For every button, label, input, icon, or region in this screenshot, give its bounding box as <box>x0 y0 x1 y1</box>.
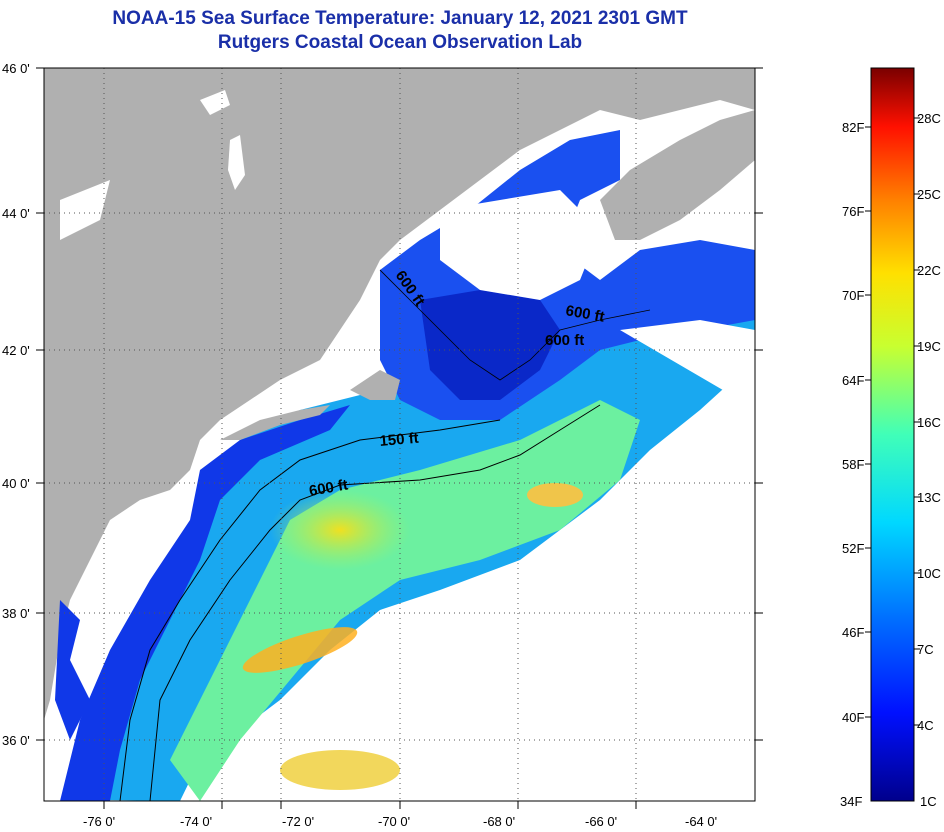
colorbar-label-c: 22C <box>917 263 941 278</box>
graticule <box>44 68 755 801</box>
chesapeake-bay <box>55 600 90 740</box>
cloud-patch-east <box>380 320 755 801</box>
contour-label: 600 ft <box>308 476 350 500</box>
cloud-patch <box>440 190 600 300</box>
land-long-island <box>220 405 330 440</box>
contour-gulf <box>379 269 651 381</box>
colorbar-label-c: 7C <box>917 642 934 657</box>
lon-label: -70 0' <box>378 814 410 829</box>
warm-eddy <box>270 490 410 570</box>
lat-label: 46 0' <box>2 61 30 76</box>
land-mainland <box>44 68 755 720</box>
axis-ticks <box>36 67 763 809</box>
colorbar-label-c: 10C <box>917 566 941 581</box>
lon-label: -68 0' <box>483 814 515 829</box>
warm-patch <box>527 483 583 507</box>
lake-champlain <box>228 135 245 190</box>
contour-label: 600 ft <box>564 302 606 326</box>
lat-label: 36 0' <box>2 733 30 748</box>
colorbar-label-f: 52F <box>842 541 864 556</box>
colorbar-label-c: 1C <box>920 794 937 809</box>
colorbar-label-f: 70F <box>842 288 864 303</box>
lon-label: -74 0' <box>180 814 212 829</box>
lat-label: 44 0' <box>2 206 30 221</box>
lon-label: -76 0' <box>83 814 115 829</box>
warm-patch-south <box>280 750 400 790</box>
lake-ontario <box>60 180 110 240</box>
colorbar-ticks <box>865 117 920 726</box>
contour-label: 600 ft <box>545 332 584 349</box>
colorbar-label-c: 13C <box>917 490 941 505</box>
contour-150ft <box>119 419 501 801</box>
land-cape-cod <box>350 370 400 400</box>
contour-600ft <box>149 404 601 801</box>
colorbar-label-f: 82F <box>842 120 864 135</box>
gulf-inner <box>420 290 560 400</box>
lat-label: 38 0' <box>2 606 30 621</box>
colorbar-label-c: 16C <box>917 415 941 430</box>
map-subtitle: Rutgers Coastal Ocean Observation Lab <box>217 32 583 53</box>
warm-filament <box>242 627 358 673</box>
lat-label: 40 0' <box>2 476 30 491</box>
warm-band <box>170 400 640 801</box>
lon-label: -72 0' <box>282 814 314 829</box>
colorbar-label-f: 46F <box>842 625 864 640</box>
colorbar-label-c: 25C <box>917 187 941 202</box>
lon-label: -66 0' <box>585 814 617 829</box>
colorbar-label-c: 28C <box>917 111 941 126</box>
colorbar-label-f: 40F <box>842 710 864 725</box>
colorbar-label-c: 19C <box>917 339 941 354</box>
lon-label: -64 0' <box>685 814 717 829</box>
colorbar-label-f: 76F <box>842 204 864 219</box>
colorbar-label-f: 34F <box>840 794 862 809</box>
colorbar-label-f: 58F <box>842 457 864 472</box>
colorbar-label-c: 4C <box>917 718 934 733</box>
colorbar-label-f: 64F <box>842 373 864 388</box>
map-title: NOAA-15 Sea Surface Temperature: January… <box>112 8 688 29</box>
colorbar <box>870 67 915 802</box>
cold-shelf <box>60 405 350 801</box>
land-nova-scotia <box>600 110 755 240</box>
contour-label: 150 ft <box>379 430 420 450</box>
lat-label: 42 0' <box>2 343 30 358</box>
